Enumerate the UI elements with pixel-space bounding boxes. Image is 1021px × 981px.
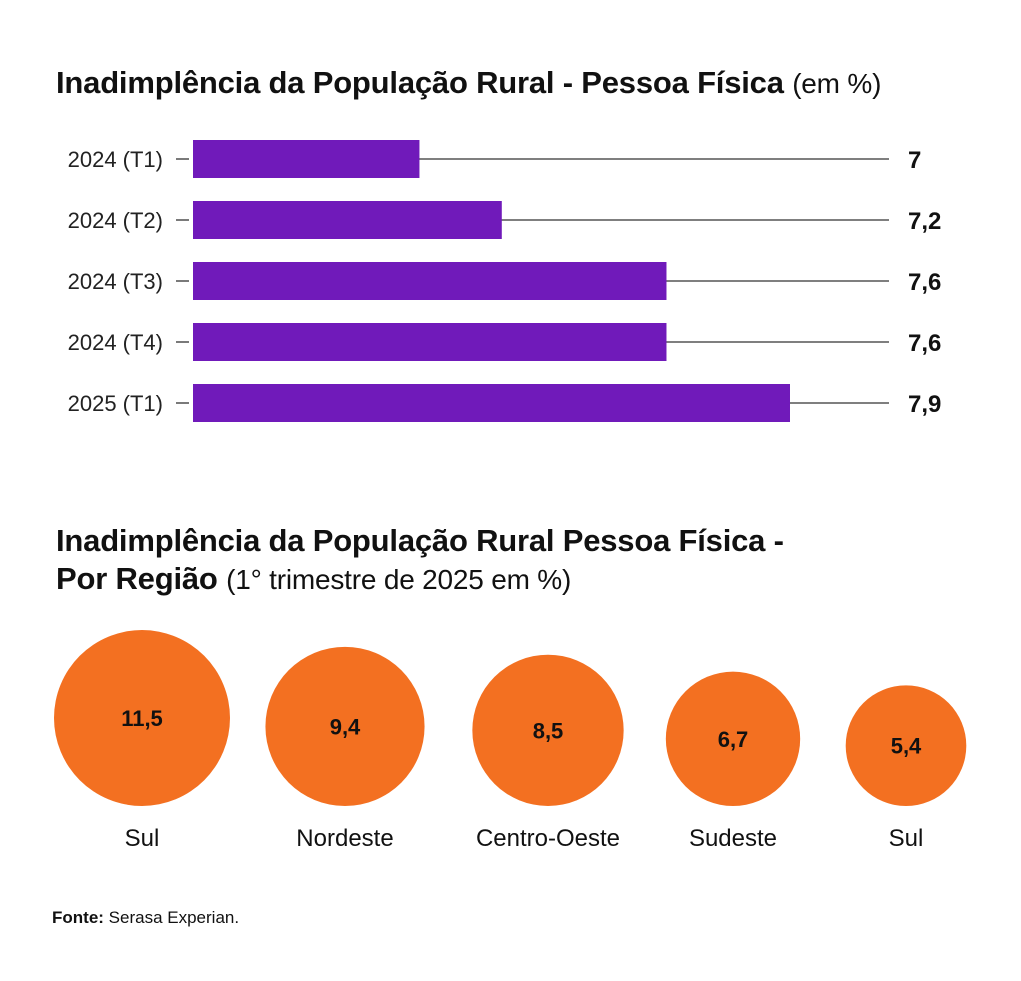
bubble-chart-title-line2: Por Região <box>56 561 218 596</box>
bar-row: 2024 (T1) 7 <box>68 140 921 178</box>
bar-category-label: 2024 (T3) <box>68 269 163 294</box>
bubble-region-label: Centro-Oeste <box>476 825 620 852</box>
bubble <box>54 630 230 806</box>
source-text: Serasa Experian. <box>108 908 240 927</box>
bar-row: 2024 (T2) 7,2 <box>68 201 941 239</box>
bar-category-label: 2024 (T2) <box>68 208 163 233</box>
bar-value-label: 7,6 <box>908 330 941 357</box>
bubble-chart: 11,5 Sul 9,4 Nordeste 8,5 Centro-Oeste 6,7 Sude… <box>54 630 967 852</box>
bar-row: 2024 (T4) 7,6 <box>68 323 941 361</box>
bar-value-label: 7,2 <box>908 208 941 235</box>
bubble-chart-title: Inadimplência da População Rural Pessoa … <box>56 523 784 596</box>
bubble-item: 8,5 Centro-Oeste <box>472 654 624 852</box>
bubble-chart-subtitle: (1° trimestre de 2025 em %) <box>226 564 572 595</box>
bubble-value-label: 8,5 <box>533 718 564 743</box>
bar <box>193 384 790 422</box>
bubble-region-label: Sudeste <box>689 825 777 852</box>
bar-value-label: 7 <box>908 147 921 174</box>
bar-category-label: 2025 (T1) <box>68 391 163 416</box>
bar-category-label: 2024 (T1) <box>68 147 163 172</box>
bar-chart-title: Inadimplência da População Rural - Pesso… <box>56 65 882 100</box>
source-note: Fonte: Serasa Experian. <box>52 908 239 928</box>
bar-chart-subtitle: (em %) <box>792 68 882 99</box>
bar <box>193 140 420 178</box>
bar-category-label: 2024 (T4) <box>68 330 163 355</box>
bar <box>193 323 667 361</box>
bubble-region-label: Sul <box>889 825 924 852</box>
bar-value-label: 7,6 <box>908 269 941 296</box>
source-label: Fonte: <box>52 908 104 927</box>
bubble <box>665 671 801 806</box>
bubble <box>472 654 624 806</box>
bubble <box>845 685 967 806</box>
bubble <box>265 646 425 806</box>
bar-row: 2024 (T3) 7,6 <box>68 262 941 300</box>
bubble-value-label: 6,7 <box>718 727 749 752</box>
bubble-value-label: 11,5 <box>121 706 163 731</box>
bar-row: 2025 (T1) 7,9 <box>68 384 941 422</box>
bubble-item: 6,7 Sudeste <box>665 671 801 852</box>
bubble-region-label: Sul <box>125 825 160 852</box>
bubble-value-label: 5,4 <box>891 734 922 759</box>
bubble-value-label: 9,4 <box>330 714 361 739</box>
bar <box>193 262 667 300</box>
bubble-item: 5,4 Sul <box>845 685 967 852</box>
bar <box>193 201 502 239</box>
bubble-item: 9,4 Nordeste <box>265 646 425 852</box>
bubble-region-label: Nordeste <box>296 825 393 852</box>
bar-value-label: 7,9 <box>908 391 941 418</box>
bubble-item: 11,5 Sul <box>54 630 230 852</box>
